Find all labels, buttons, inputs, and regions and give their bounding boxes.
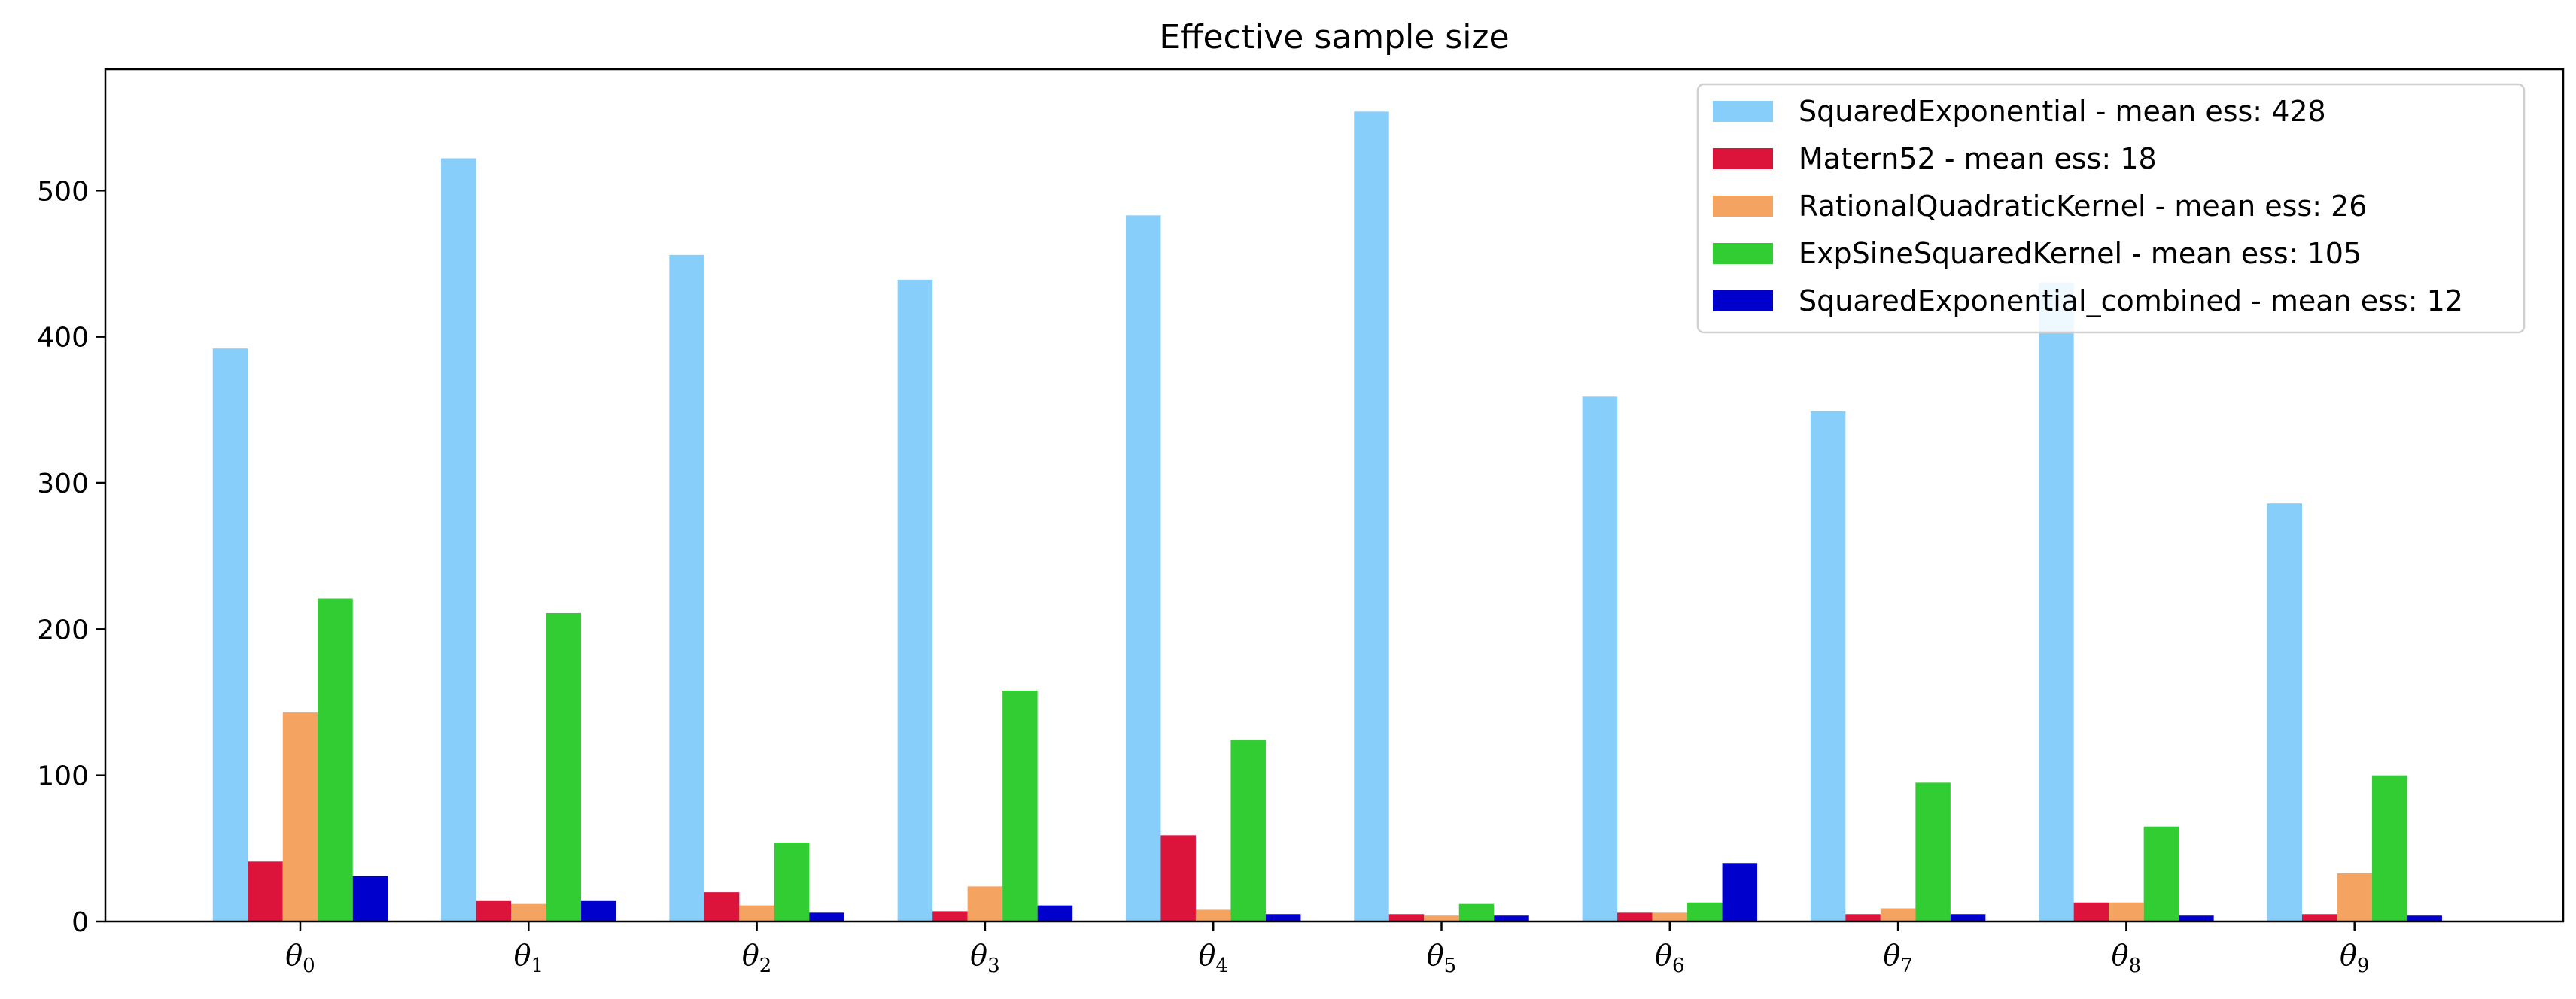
bar-series-1-cat-7 (1845, 914, 1881, 922)
chart-title: Effective sample size (1159, 18, 1509, 56)
legend-swatch (1713, 101, 1773, 122)
x-tick-label: θ5 (1427, 939, 1456, 977)
x-tick-label: θ6 (1655, 939, 1684, 977)
bar-series-3-cat-5 (1458, 903, 1495, 922)
bar-series-0-cat-0 (212, 348, 248, 922)
bar-series-2-cat-1 (511, 903, 546, 922)
bar-series-2-cat-3 (967, 886, 1003, 922)
bar-series-1-cat-1 (476, 900, 512, 922)
bar-series-1-cat-4 (1160, 835, 1196, 922)
legend-swatch (1713, 243, 1773, 264)
legend-label: RationalQuadraticKernel - mean ess: 26 (1799, 190, 2367, 223)
bar-series-4-cat-9 (2407, 915, 2442, 922)
x-tick-label: θ9 (2340, 939, 2369, 977)
bar-series-1-cat-9 (2301, 914, 2337, 922)
x-axis: θ0 θ1 θ2 θ3 θ4 θ5 θ6 θ7 θ8 θ9 (285, 922, 2369, 977)
bars-layer (212, 111, 2442, 922)
legend-swatch (1713, 196, 1773, 217)
y-tick-label: 200 (37, 615, 89, 645)
legend-label: ExpSineSquaredKernel - mean ess: 105 (1799, 237, 2362, 270)
bar-series-4-cat-5 (1494, 915, 1529, 922)
bar-series-0-cat-8 (2039, 282, 2074, 922)
bar-series-1-cat-5 (1388, 914, 1425, 922)
bar-series-2-cat-8 (2109, 902, 2144, 922)
bar-series-0-cat-7 (1810, 411, 1846, 922)
bar-series-0-cat-9 (2267, 503, 2302, 922)
bar-series-3-cat-7 (1915, 782, 1951, 922)
bar-series-4-cat-0 (352, 876, 388, 922)
plot-frame (104, 68, 2565, 923)
legend: SquaredExponential - mean ess: 428 Matern… (1696, 83, 2526, 334)
bar-series-2-cat-5 (1424, 915, 1459, 922)
bar-series-2-cat-2 (739, 905, 774, 922)
y-tick-label: 100 (37, 761, 89, 792)
y-axis: 0 100 200 300 400 500 (37, 176, 105, 938)
legend-label: Matern52 - mean ess: 18 (1799, 142, 2157, 175)
bar-series-1-cat-0 (248, 861, 283, 922)
y-tick-label: 0 (71, 907, 89, 938)
bar-series-2-cat-6 (1652, 912, 1688, 922)
x-tick-label: θ0 (285, 939, 315, 977)
bar-series-4-cat-3 (1037, 905, 1073, 922)
bar-series-1-cat-6 (1617, 912, 1653, 922)
bar-series-2-cat-0 (282, 712, 318, 922)
bar-series-1-cat-8 (2073, 902, 2109, 922)
bar-series-4-cat-6 (1722, 863, 1758, 922)
bar-series-4-cat-2 (809, 912, 844, 922)
bar-series-3-cat-0 (318, 598, 353, 922)
bar-series-3-cat-2 (774, 843, 810, 922)
bar-series-2-cat-4 (1195, 909, 1231, 922)
bar-series-4-cat-8 (2179, 915, 2214, 922)
x-tick-label: θ2 (742, 939, 771, 977)
y-tick-label: 300 (37, 469, 89, 500)
legend-swatch (1713, 290, 1773, 311)
legend-label: SquaredExponential - mean ess: 428 (1799, 95, 2326, 128)
bar-series-3-cat-3 (1002, 690, 1038, 922)
bar-series-4-cat-7 (1950, 914, 1986, 922)
bar-series-2-cat-7 (1880, 908, 1916, 922)
bar-series-4-cat-1 (581, 900, 616, 922)
x-tick-label: θ1 (514, 939, 543, 977)
bar-series-3-cat-9 (2371, 775, 2407, 922)
bar-series-1-cat-3 (932, 911, 968, 922)
legend-label: SquaredExponential_combined - mean ess: … (1799, 284, 2463, 317)
x-tick-label: θ4 (1198, 939, 1227, 977)
x-tick-label: θ8 (2112, 939, 2141, 977)
legend-box (1696, 83, 2526, 334)
y-tick-label: 500 (37, 176, 89, 207)
bar-series-4-cat-4 (1265, 914, 1301, 922)
bar-series-0-cat-3 (897, 279, 933, 922)
bar-series-0-cat-4 (1125, 215, 1161, 922)
bar-series-0-cat-2 (669, 254, 704, 922)
x-tick-label: θ3 (970, 939, 999, 977)
y-tick-label: 400 (37, 323, 89, 354)
legend-swatch (1713, 148, 1773, 169)
bar-series-3-cat-6 (1687, 902, 1723, 922)
bar-series-3-cat-8 (2143, 826, 2179, 922)
bar-series-0-cat-1 (441, 158, 476, 922)
bar-series-3-cat-1 (546, 612, 582, 922)
bar-series-1-cat-2 (704, 892, 740, 922)
bar-series-3-cat-4 (1230, 740, 1266, 922)
bar-series-0-cat-5 (1354, 111, 1389, 922)
bar-series-2-cat-9 (2337, 873, 2372, 922)
x-tick-label: θ7 (1883, 939, 1912, 977)
bar-series-0-cat-6 (1582, 396, 1618, 922)
